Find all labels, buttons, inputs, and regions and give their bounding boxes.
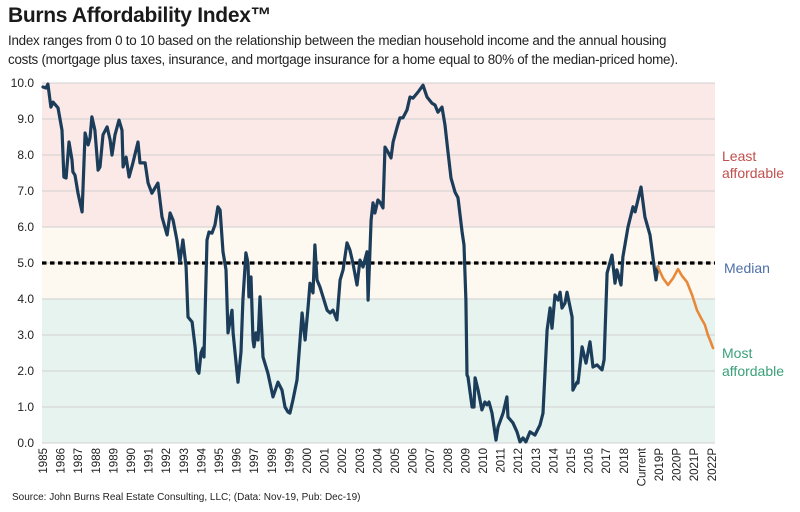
y-tick-label: 0.0 bbox=[17, 436, 34, 450]
x-tick-label: 2018 bbox=[619, 448, 631, 474]
y-tick-label: 8.0 bbox=[17, 148, 34, 162]
x-tick-label: 1995 bbox=[214, 448, 226, 474]
most-affordable-label-line1: Most bbox=[722, 345, 752, 361]
x-tick-label: 1997 bbox=[249, 448, 261, 474]
most-affordable-label-line2: affordable bbox=[722, 363, 784, 379]
zone-labels: Least affordable Median Most affordable bbox=[722, 148, 784, 379]
y-tick-label: 6.0 bbox=[17, 220, 34, 234]
x-tick-label: 2007 bbox=[425, 448, 437, 474]
y-tick-label: 7.0 bbox=[17, 184, 34, 198]
x-tick-label: Current bbox=[636, 447, 648, 486]
x-tick-label: 2004 bbox=[372, 447, 384, 473]
x-tick-label: 2001 bbox=[320, 448, 332, 474]
x-tick-label: 2015 bbox=[566, 448, 578, 474]
y-tick-label: 9.0 bbox=[17, 112, 34, 126]
x-tick-label: 1996 bbox=[232, 448, 244, 474]
x-tick-label: 2008 bbox=[443, 448, 455, 474]
x-tick-label: 2002 bbox=[337, 448, 349, 474]
chart-subtitle: Index ranges from 0 to 10 based on the r… bbox=[8, 31, 798, 69]
x-tick-label: 2017 bbox=[601, 448, 613, 474]
gridlines bbox=[42, 82, 715, 444]
x-tick-label: 2013 bbox=[531, 448, 543, 474]
x-tick-label: 1992 bbox=[161, 448, 173, 474]
x-tick-label: 2014 bbox=[548, 447, 560, 473]
x-tick-label: 1998 bbox=[267, 448, 279, 474]
y-tick-label: 2.0 bbox=[17, 364, 34, 378]
y-tick-label: 1.0 bbox=[17, 400, 34, 414]
series-line-historical bbox=[41, 82, 660, 444]
x-tick-label: 2003 bbox=[355, 448, 367, 474]
x-tick-label: 1987 bbox=[73, 448, 85, 474]
x-tick-label: 1988 bbox=[91, 448, 103, 474]
x-tick-label: 1994 bbox=[196, 447, 208, 473]
x-tick-label: 1985 bbox=[38, 448, 50, 474]
x-tick-label: 1989 bbox=[108, 448, 120, 474]
subtitle-line-2: costs (mortgage plus taxes, insurance, a… bbox=[8, 52, 678, 67]
x-tick-label: 2011 bbox=[496, 448, 508, 473]
x-tick-label: 2009 bbox=[460, 448, 472, 474]
x-tick-label: 2005 bbox=[390, 448, 402, 474]
median-label: Median bbox=[724, 260, 770, 276]
source-note: Source: John Burns Real Estate Consultin… bbox=[12, 492, 361, 503]
x-tick-label: 2006 bbox=[408, 448, 420, 474]
x-tick-label: 1991 bbox=[144, 448, 156, 474]
least-affordable-label-line1: Least bbox=[722, 148, 756, 164]
x-tick-label: 2022P bbox=[707, 448, 719, 482]
x-tick-label: 2019P bbox=[654, 448, 666, 482]
x-tick-label: 2021P bbox=[689, 448, 701, 482]
series-lines bbox=[41, 82, 715, 444]
y-tick-label: 4.0 bbox=[17, 292, 34, 306]
x-tick-label: 2020P bbox=[672, 448, 684, 482]
y-axis: 0.0 1.0 2.0 3.0 4.0 5.0 6.0 7.0 8.0 9.0 10.0 bbox=[11, 76, 35, 450]
series-line-projection bbox=[656, 265, 715, 350]
x-tick-label: 1986 bbox=[56, 448, 68, 474]
subtitle-line-1: Index ranges from 0 to 10 based on the r… bbox=[8, 33, 667, 48]
x-axis: 1985 1986 1987 1988 1989 1990 1991 1992 1993 1994… bbox=[38, 447, 719, 486]
x-tick-label: 2000 bbox=[302, 448, 314, 474]
y-tick-label: 5.0 bbox=[17, 256, 34, 270]
chart-title: Burns Affordability Index™ bbox=[8, 4, 272, 27]
x-tick-label: 1999 bbox=[284, 448, 296, 474]
x-tick-label: 1993 bbox=[179, 448, 191, 474]
x-tick-label: 1990 bbox=[126, 448, 138, 474]
x-tick-label: 2010 bbox=[478, 448, 490, 474]
x-tick-label: 2016 bbox=[584, 448, 596, 474]
least-affordable-label-line2: affordable bbox=[722, 165, 784, 181]
y-tick-label: 10.0 bbox=[11, 76, 35, 90]
y-tick-label: 3.0 bbox=[17, 328, 34, 342]
x-tick-label: 2012 bbox=[513, 448, 525, 474]
